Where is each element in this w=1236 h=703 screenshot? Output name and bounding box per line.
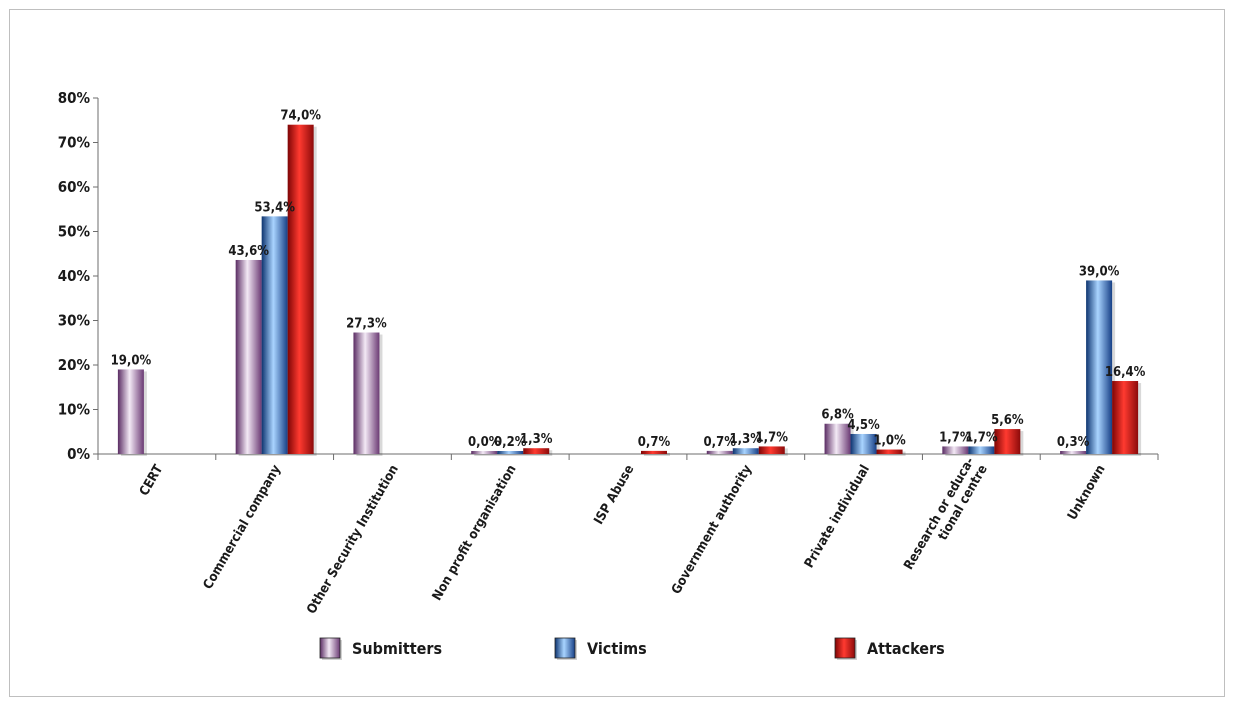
category-label-isp-abuse: ISP Abuse — [591, 462, 637, 527]
data-labels: 19,0%43,6%53,4%74,0%27,3%0,0%0,2%1,3% 0,7… — [111, 109, 1146, 450]
bar-attackers-commercial-company — [287, 124, 314, 454]
bar-attackers-isp-abuse — [641, 450, 667, 454]
category-labels: CERT Commercial company Other Security Ins… — [137, 455, 1109, 617]
data-label-submitters-private-individual: 6,8% — [821, 408, 854, 423]
category-label-other-security-institution: Other Security Institution — [304, 463, 402, 617]
y-tick-label: 60% — [58, 178, 91, 196]
bar-attackers-non-profit-organisation — [523, 448, 550, 454]
y-tick-label: 20% — [58, 356, 91, 374]
data-label-victims-research-or-educa-tional-centre: 1,7% — [965, 430, 998, 445]
data-label-attackers-non-profit-organisation: 1,3% — [520, 432, 553, 447]
bar-chart: 0% 10% 20% 30% 40% 50% 60% 70% 80% 19,0% 43,6% 53,… — [58, 89, 1159, 660]
data-label-attackers-government-authority: 1,7% — [756, 430, 789, 445]
category-label-private-individual: Private individual — [802, 463, 873, 571]
chart-legend: Submitters Victims Attackers — [319, 637, 945, 660]
legend-swatch-attackers — [834, 637, 856, 659]
category-label-non-profit-organisation: Non profit organisation — [430, 463, 520, 604]
bar-attackers-private-individual — [876, 449, 903, 454]
legend-swatch-submitters — [319, 637, 341, 659]
y-tick-label: 70% — [58, 134, 91, 152]
data-label-attackers-research-or-educa-tional-centre: 5,6% — [991, 413, 1024, 428]
data-label-submitters-government-authority: 0,7% — [704, 435, 737, 450]
bar-victims-non-profit-organisation — [497, 451, 524, 454]
data-label-victims-unknown: 39,0% — [1079, 264, 1120, 279]
category-label-unknown: Unknown — [1065, 463, 1109, 523]
data-label-attackers-private-individual: 1,0% — [873, 434, 906, 449]
bar-submitters-other-security-institution — [353, 332, 380, 454]
bar-submitters-non-profit-organisation — [471, 451, 498, 454]
category-label-cert: CERT — [137, 462, 166, 498]
legend-label-victims: Victims — [587, 639, 647, 658]
bar-attackers-research-or-educa-tional-centre — [994, 429, 1021, 454]
data-label-submitters-other-security-institution: 27,3% — [346, 317, 387, 332]
chart-frame: 0% 10% 20% 30% 40% 50% 60% 70% 80% 19,0% 43,6% 53,… — [9, 9, 1225, 697]
data-label-attackers-unknown: 16,4% — [1105, 365, 1146, 380]
legend-label-attackers: Attackers — [867, 639, 945, 658]
bar-submitters-research-or-educa-tional-centre — [942, 446, 969, 454]
data-label-victims-private-individual: 4,5% — [847, 418, 880, 433]
data-label-victims-non-profit-organisation: 0,2% — [494, 435, 527, 450]
bar-victims-commercial-company — [261, 216, 288, 454]
category-label-commercial-company: Commercial company — [201, 462, 285, 592]
y-tick-label: 0% — [67, 445, 90, 463]
bar-shadow — [1063, 453, 1090, 456]
bar-submitters-government-authority — [706, 450, 733, 454]
data-label-victims-commercial-company: 53,4% — [254, 200, 295, 215]
data-label-submitters-cert: 19,0% — [111, 353, 152, 368]
bar-victims-government-authority — [732, 448, 759, 454]
bar-submitters-commercial-company — [235, 259, 262, 454]
data-label-attackers-isp-abuse: 0,7% — [638, 435, 671, 450]
y-tick-label: 50% — [58, 223, 91, 241]
bar-submitters-unknown — [1060, 451, 1087, 454]
legend-label-submitters: Submitters — [352, 639, 442, 658]
data-label-submitters-commercial-company: 43,6% — [228, 244, 269, 259]
legend-swatch-victims — [554, 637, 576, 659]
chart-bars — [117, 124, 1142, 456]
data-label-submitters-non-profit-organisation: 0,0% — [468, 435, 501, 450]
bar-victims-research-or-educa-tional-centre — [968, 446, 995, 454]
category-label-research-or-educa-tional-centre: Research or educa-tional centre — [901, 455, 991, 580]
category-label-government-authority: Government authority — [669, 462, 755, 597]
bar-shadow — [474, 453, 501, 456]
bar-shadow — [709, 452, 736, 456]
data-label-attackers-commercial-company: 74,0% — [280, 109, 321, 124]
bar-attackers-unknown — [1112, 381, 1139, 454]
data-label-victims-government-authority: 1,3% — [730, 432, 763, 447]
bar-victims-private-individual — [850, 433, 877, 454]
y-tick-label: 30% — [58, 312, 91, 330]
y-tick-label: 40% — [58, 267, 91, 285]
bar-attackers-government-authority — [758, 446, 785, 454]
data-label-submitters-research-or-educa-tional-centre: 1,7% — [939, 430, 972, 445]
bar-shadow — [500, 453, 527, 456]
bar-submitters-cert — [117, 369, 144, 454]
y-tick-label: 10% — [58, 401, 91, 419]
bar-victims-unknown — [1086, 280, 1113, 454]
chart-axes: 0% 10% 20% 30% 40% 50% 60% 70% 80% — [58, 89, 1159, 463]
y-tick-label: 80% — [58, 89, 91, 107]
data-label-submitters-unknown: 0,3% — [1057, 435, 1090, 450]
bar-submitters-private-individual — [824, 423, 851, 454]
bar-shadow — [644, 452, 670, 456]
